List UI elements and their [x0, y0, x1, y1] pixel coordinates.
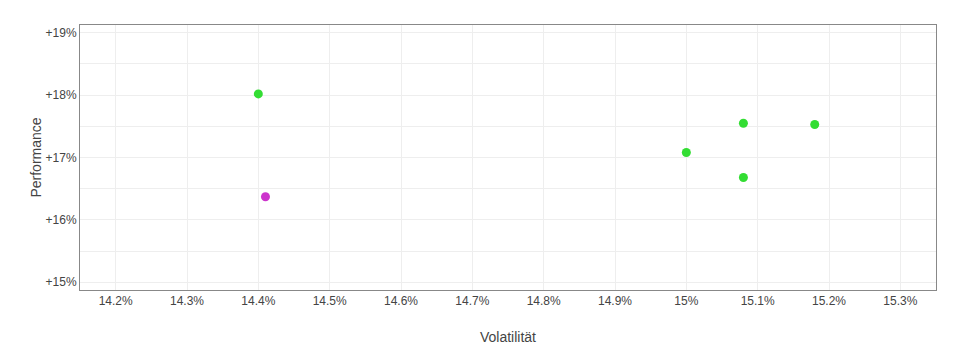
svg-text:14.4%: 14.4%	[241, 294, 275, 308]
svg-text:14.3%: 14.3%	[170, 294, 204, 308]
svg-text:15%: 15%	[674, 294, 698, 308]
svg-text:+17%: +17%	[46, 151, 77, 165]
svg-text:14.5%: 14.5%	[313, 294, 347, 308]
svg-text:+19%: +19%	[46, 26, 77, 40]
svg-text:+16%: +16%	[46, 213, 77, 227]
svg-text:15.3%: 15.3%	[883, 294, 917, 308]
svg-text:15.1%: 15.1%	[741, 294, 775, 308]
svg-text:Volatilität: Volatilität	[480, 329, 536, 345]
svg-text:15.2%: 15.2%	[812, 294, 846, 308]
svg-text:14.7%: 14.7%	[455, 294, 489, 308]
svg-text:14.8%: 14.8%	[527, 294, 561, 308]
svg-text:+15%: +15%	[46, 275, 77, 289]
svg-text:14.6%: 14.6%	[384, 294, 418, 308]
svg-text:14.9%: 14.9%	[598, 294, 632, 308]
svg-text:+18%: +18%	[46, 88, 77, 102]
svg-text:Performance: Performance	[28, 117, 44, 197]
svg-text:14.2%: 14.2%	[99, 294, 133, 308]
